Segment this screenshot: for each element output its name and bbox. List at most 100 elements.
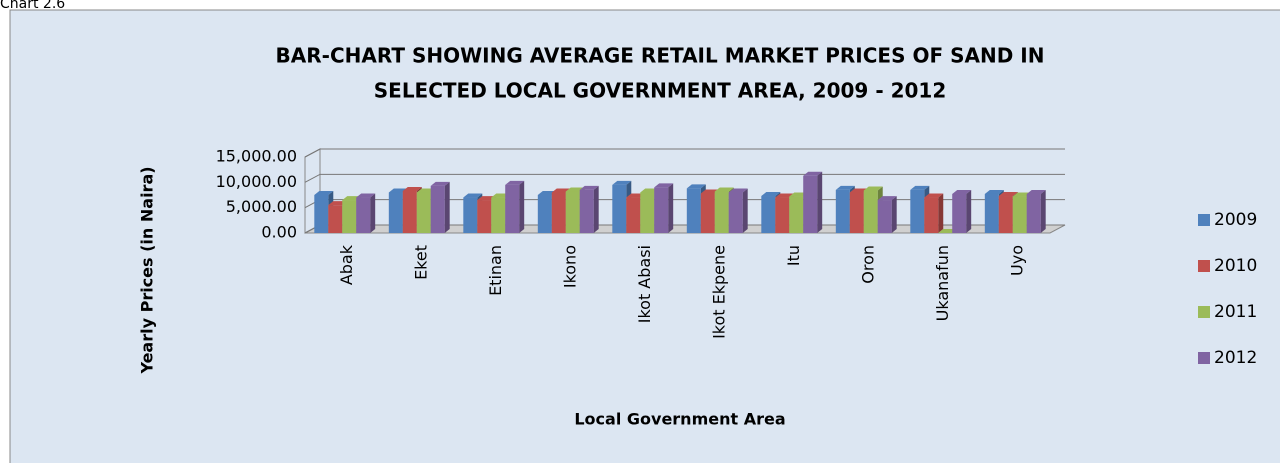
grid-line	[304, 148, 1065, 158]
y-tick-label: 5,000.00	[226, 197, 297, 216]
bar-face	[430, 181, 450, 186]
bar-face	[416, 192, 431, 233]
bar-face	[714, 187, 734, 192]
caption: Chart 2.6	[0, 0, 65, 12]
bar-face	[388, 192, 403, 233]
bar-face	[579, 185, 599, 190]
bar-face	[640, 192, 655, 233]
bar-face	[910, 185, 930, 190]
bar-face	[938, 193, 944, 233]
bar-face	[668, 183, 674, 233]
x-tick-label: Itu	[784, 245, 803, 266]
bar-face	[328, 205, 343, 233]
bar-face	[537, 195, 552, 233]
bar-face	[803, 171, 823, 176]
x-tick-label: Etinan	[486, 245, 505, 296]
bar-face	[984, 189, 1004, 194]
y-axis-title: Yearly Prices (in Naira)	[138, 166, 157, 374]
chart-title: BAR-CHART SHOWING AVERAGE RETAIL MARKET …	[276, 44, 1045, 68]
legend-swatch	[1198, 306, 1210, 318]
bar-face	[761, 196, 776, 233]
bar-face	[463, 197, 478, 233]
bar-face	[370, 193, 376, 233]
x-tick-label: Ikot Abasi	[635, 245, 654, 323]
chart-title: SELECTED LOCAL GOVERNMENT AREA, 2009 - 2…	[374, 79, 947, 103]
bar-face	[998, 196, 1013, 233]
bar-face	[835, 185, 855, 190]
bar-face	[1026, 189, 1046, 194]
legend-label: 2010	[1214, 256, 1257, 276]
bar-face	[1012, 196, 1027, 233]
bar-face	[877, 196, 897, 201]
x-axis-title: Local Government Area	[574, 410, 785, 429]
bar-face	[593, 185, 599, 233]
x-tick-label: Abak	[337, 244, 356, 285]
bar-face	[314, 191, 334, 195]
bar-face	[402, 186, 422, 191]
bar-face	[565, 191, 580, 233]
bar-face	[863, 190, 878, 233]
bar-face	[728, 192, 743, 233]
bar-face	[952, 193, 967, 233]
bar-face	[849, 192, 864, 233]
bar-face	[430, 185, 445, 233]
bar-face	[817, 171, 823, 233]
bar-face	[789, 196, 804, 233]
x-tick-label: Uyo	[1007, 245, 1026, 276]
bar	[952, 189, 972, 233]
bar-face	[775, 197, 790, 233]
bar-face	[835, 189, 850, 233]
bar-face	[877, 200, 892, 233]
bar-face	[612, 180, 632, 185]
bar-face	[714, 191, 729, 233]
bar-face	[505, 184, 520, 233]
bar-face	[863, 186, 883, 191]
bar-face	[342, 200, 357, 233]
bar-face	[551, 192, 566, 233]
x-tick-label: Ikot Ekpene	[709, 245, 728, 339]
bar-face	[761, 192, 781, 197]
bar	[505, 180, 525, 233]
bar-face	[728, 188, 748, 193]
x-tick-label: Oron	[858, 245, 877, 284]
bar	[430, 181, 450, 233]
bar-face	[654, 187, 669, 233]
x-tick-label: Eket	[411, 245, 430, 280]
bar-face	[579, 189, 594, 233]
bar-face	[356, 197, 371, 233]
bar-face	[477, 200, 492, 233]
bar	[356, 193, 376, 233]
bar-face	[612, 184, 627, 233]
bar	[877, 196, 897, 233]
bar-face	[803, 175, 818, 233]
legend-label: 2011	[1214, 302, 1257, 322]
bar-face	[891, 196, 897, 233]
x-tick-label: Ukanafun	[933, 245, 952, 321]
bar-face	[491, 197, 506, 233]
bar-face	[444, 181, 450, 233]
chart-frame	[9, 9, 1280, 467]
bar	[803, 171, 823, 233]
legend-swatch	[1198, 352, 1210, 364]
bar-face	[966, 189, 972, 233]
bar-face	[356, 193, 376, 198]
bar-face	[952, 189, 972, 194]
bar-face	[998, 192, 1018, 197]
legend-label: 2009	[1214, 210, 1257, 230]
bar-face	[742, 188, 748, 233]
bar-face	[402, 190, 417, 233]
legend-swatch	[1198, 214, 1210, 226]
bar-face	[700, 193, 715, 233]
y-tick-label: 15,000.00	[216, 147, 297, 166]
bar-face	[924, 193, 944, 198]
bar-face	[505, 180, 525, 185]
x-tick-label: Ikono	[560, 245, 579, 288]
bar-face	[314, 195, 329, 233]
bar-face	[626, 197, 641, 233]
bar	[579, 185, 599, 233]
bar-face	[924, 197, 939, 233]
bar-face	[1026, 193, 1041, 233]
bar-face	[1040, 189, 1046, 233]
bar-face	[686, 184, 706, 189]
